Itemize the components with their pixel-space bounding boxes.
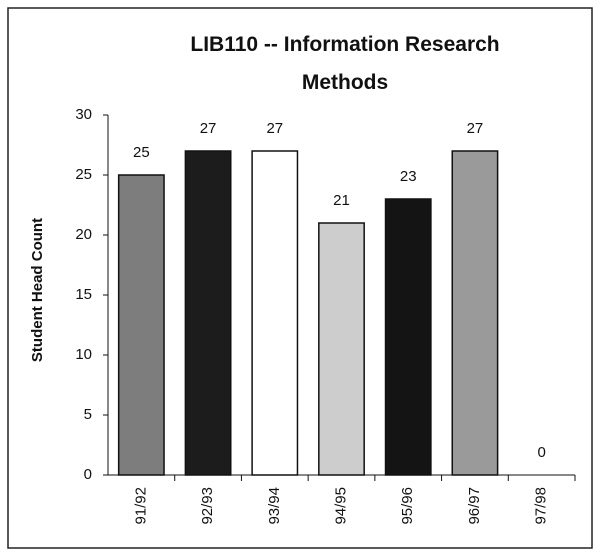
x-tick-label: 91/92 bbox=[132, 487, 149, 525]
y-tick-label: 20 bbox=[75, 226, 92, 243]
x-tick-label: 93/94 bbox=[266, 487, 283, 525]
bar bbox=[384, 198, 432, 476]
bar bbox=[251, 150, 299, 476]
x-tick-label: 92/93 bbox=[199, 487, 216, 525]
y-tick-label: 25 bbox=[75, 166, 92, 183]
bar bbox=[318, 222, 365, 476]
bar bbox=[117, 174, 165, 476]
data-label: 27 bbox=[467, 120, 484, 137]
x-tick-label: 97/98 bbox=[533, 487, 550, 525]
data-label: 0 bbox=[537, 444, 545, 461]
y-tick-label: 10 bbox=[75, 346, 92, 363]
chart-title: LIB110 -- Information Research Methods bbox=[190, 33, 500, 94]
chart-frame bbox=[7, 7, 593, 549]
x-tick-label: 95/96 bbox=[399, 487, 416, 525]
y-tick-label: 0 bbox=[84, 466, 92, 483]
x-tick-label: 94/95 bbox=[332, 487, 349, 525]
y-tick-label: 30 bbox=[75, 106, 92, 123]
data-label: 25 bbox=[133, 144, 150, 161]
data-label: 27 bbox=[200, 120, 217, 137]
data-label: 21 bbox=[333, 192, 350, 209]
data-label: 23 bbox=[400, 168, 417, 185]
x-tick-label: 96/97 bbox=[466, 487, 483, 525]
y-tick-label: 15 bbox=[75, 286, 92, 303]
bar bbox=[451, 150, 499, 476]
y-tick-label: 5 bbox=[84, 406, 92, 423]
y-axis-label: Student Head Count bbox=[29, 218, 46, 362]
data-label: 27 bbox=[266, 120, 283, 137]
bar bbox=[184, 150, 232, 476]
